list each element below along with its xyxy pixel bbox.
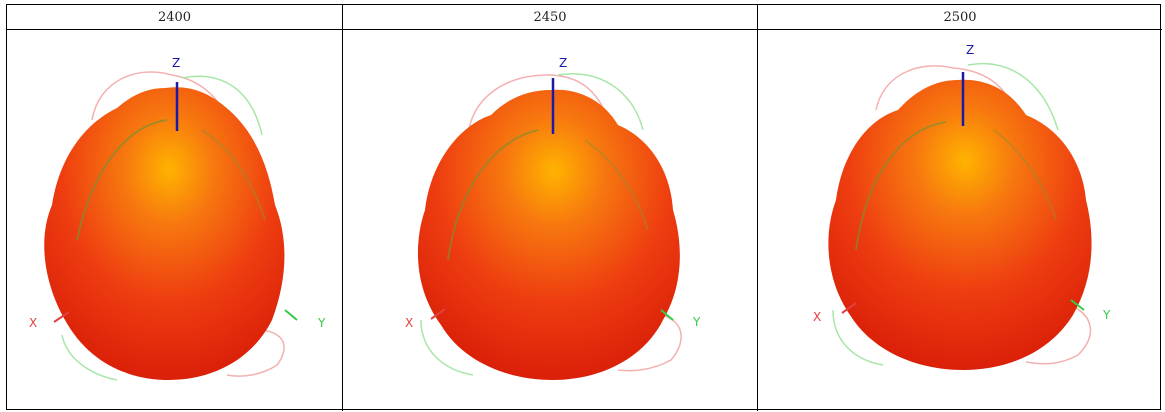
x-axis-label: X: [813, 310, 821, 324]
pattern-surface: [828, 79, 1092, 371]
y-axis-label: Y: [692, 315, 701, 329]
cut-line-green: [181, 75, 263, 136]
x-axis-label: X: [29, 316, 37, 330]
cut-line-red: [875, 65, 1014, 111]
cut-line-green: [967, 63, 1059, 131]
z-axis-label: Z: [966, 43, 974, 57]
z-axis-label: Z: [172, 56, 180, 70]
pattern-cell-2400: Z X Y: [7, 30, 343, 411]
column-header-2500: 2500: [758, 5, 1162, 30]
radiation-pattern-3d-2450: Z X Y: [405, 56, 701, 381]
column-header-2400: 2400: [7, 5, 343, 30]
x-axis-label: X: [405, 316, 413, 330]
x-axis-line: [430, 308, 446, 320]
radiation-pattern-3d-2400: Z X Y: [29, 56, 326, 381]
y-axis-line: [660, 309, 674, 321]
pattern-surface: [417, 89, 680, 381]
pattern-cell-2450: Z X Y: [343, 30, 758, 411]
column-header-2450: 2450: [343, 5, 758, 30]
y-axis-line: [284, 309, 298, 321]
cut-line-green: [557, 73, 644, 131]
y-axis-line: [1070, 299, 1085, 311]
x-axis-line: [53, 311, 70, 323]
cut-line-red: [467, 74, 609, 136]
z-axis-label: Z: [559, 56, 567, 70]
radiation-pattern-3d-2500: Z X Y: [813, 43, 1111, 371]
x-axis-line: [841, 302, 857, 314]
pattern-cell-2500: Z X Y: [758, 30, 1162, 411]
y-axis-label: Y: [1102, 308, 1111, 322]
y-axis-label: Y: [317, 316, 326, 330]
pattern-surface: [44, 87, 285, 380]
radiation-pattern-table: 2400 2450 2500 Z X Y: [6, 4, 1162, 411]
